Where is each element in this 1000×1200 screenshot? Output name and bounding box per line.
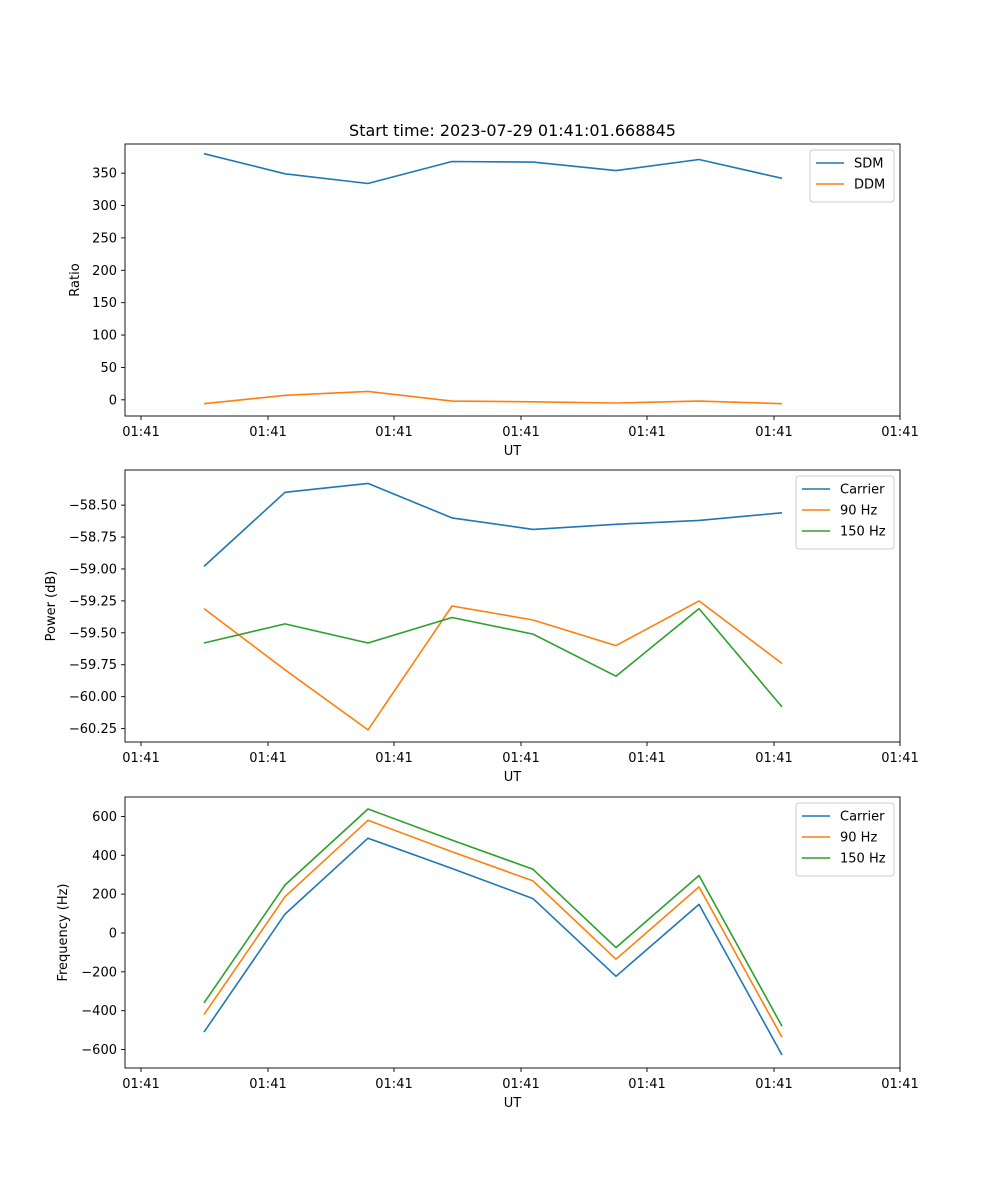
x-tick-label: 01:41 (375, 751, 412, 766)
x-axis-label: UT (504, 770, 522, 785)
legend-label: Carrier (840, 810, 885, 825)
y-tick-label: 600 (92, 810, 117, 825)
y-tick-label: −60.00 (69, 690, 117, 705)
series-line-carrier (203, 837, 783, 1056)
x-tick-label: 01:41 (628, 751, 665, 766)
y-tick-label: −600 (81, 1043, 117, 1058)
y-tick-label: 100 (92, 329, 117, 344)
y-tick-label: 50 (100, 361, 117, 376)
series-line-sdm (203, 152, 783, 185)
axes-frame (124, 469, 901, 743)
series-line-carrier (203, 482, 783, 567)
x-tick-label: 01:41 (375, 425, 412, 440)
y-tick-label: −59.00 (69, 562, 117, 577)
x-tick-label: 01:41 (628, 425, 665, 440)
y-tick-label: 0 (109, 393, 117, 408)
y-tick-label: −59.75 (69, 658, 117, 673)
y-tick-label: 150 (92, 296, 117, 311)
y-axis-label: Frequency (Hz) (56, 883, 71, 981)
x-tick-label: 01:41 (249, 751, 286, 766)
y-axis-label: Power (dB) (44, 571, 59, 642)
y-tick-label: 200 (92, 264, 117, 279)
x-tick-label: 01:41 (881, 1077, 918, 1092)
power-panel: 01:41 01:41 01:41 01:41 01:41 01:41 01:41 −60.2… (44, 469, 919, 785)
x-tick-label: 01:41 (375, 1077, 412, 1092)
y-tick-label: −60.25 (69, 722, 117, 737)
y-tick-label: −58.75 (69, 531, 117, 546)
x-tick-label: 01:41 (755, 425, 792, 440)
y-tick-label: −400 (81, 1004, 117, 1019)
x-tick-label: 01:41 (881, 425, 918, 440)
x-tick-label: 01:41 (502, 425, 539, 440)
x-tick-label: 01:41 (122, 425, 159, 440)
y-tick-label: 200 (92, 888, 117, 903)
x-tick-label: 01:41 (249, 425, 286, 440)
ratio-panel: 01:41 01:41 01:41 01:41 01:41 01:41 01:41 0 50 10… (68, 143, 919, 459)
y-tick-label: 400 (92, 849, 117, 864)
legend-label: Carrier (840, 483, 885, 498)
x-tick-label: 01:41 (502, 1077, 539, 1092)
x-axis-label: UT (504, 1096, 522, 1111)
series-line-150-hz (203, 808, 783, 1027)
y-axis-label: Ratio (68, 263, 83, 296)
y-tick-label: 250 (92, 231, 117, 246)
x-tick-label: 01:41 (755, 751, 792, 766)
legend-label: 90 Hz (840, 831, 877, 846)
axes-frame (124, 143, 901, 417)
y-tick-label: 0 (109, 926, 117, 941)
series-line-150-hz (203, 607, 783, 708)
x-tick-label: 01:41 (881, 751, 918, 766)
chart-title: Start time: 2023-07-29 01:41:01.668845 (349, 121, 676, 140)
x-tick-label: 01:41 (502, 751, 539, 766)
series-line-90-hz (203, 600, 783, 731)
axes-frame (124, 796, 901, 1069)
legend-label: 150 Hz (840, 852, 886, 867)
series-line-90-hz (203, 819, 783, 1038)
x-tick-label: 01:41 (122, 1077, 159, 1092)
y-tick-label: −59.25 (69, 594, 117, 609)
series-line-ddm (203, 390, 783, 405)
x-tick-label: 01:41 (122, 751, 159, 766)
legend-label: 150 Hz (840, 525, 886, 540)
y-tick-label: −59.50 (69, 626, 117, 641)
legend-label: DDM (854, 178, 885, 193)
y-tick-label: −58.50 (69, 499, 117, 514)
x-tick-label: 01:41 (249, 1077, 286, 1092)
y-tick-label: 350 (92, 167, 117, 182)
x-tick-label: 01:41 (628, 1077, 665, 1092)
x-tick-label: 01:41 (755, 1077, 792, 1092)
x-axis-label: UT (504, 444, 522, 459)
legend-label: SDM (854, 157, 883, 172)
y-tick-label: −200 (81, 965, 117, 980)
y-tick-label: 300 (92, 199, 117, 214)
legend-label: 90 Hz (840, 504, 877, 519)
frequency-panel: 01:41 01:41 01:41 01:41 01:41 01:41 01:41 −600 −… (56, 796, 919, 1111)
